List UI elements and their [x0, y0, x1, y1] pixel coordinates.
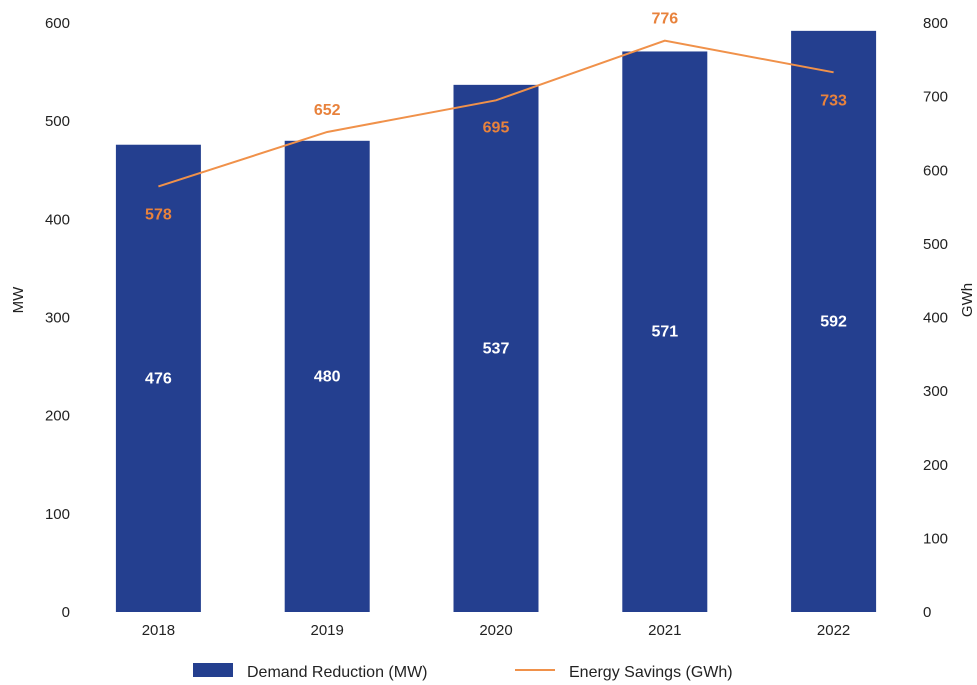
legend: Demand Reduction (MW) Energy Savings (GW… [193, 663, 733, 681]
line-value-label-2021: 776 [651, 11, 678, 28]
y-tick-label: 200 [45, 408, 70, 425]
y-right-tick-label: 200 [923, 457, 948, 474]
y-axis-right-title: GWh [959, 283, 976, 317]
x-tick-label: 2021 [648, 622, 681, 639]
bar-labels-layer: 476 480 537 571 592 [145, 313, 847, 387]
x-tick-label: 2019 [311, 622, 344, 639]
y-right-tick-label: 700 [923, 89, 948, 106]
line-value-label-2018: 578 [145, 206, 172, 223]
x-axis: 2018 2019 2020 2021 2022 [142, 622, 851, 639]
y-tick-label: 0 [62, 604, 70, 621]
bars-layer [115, 30, 877, 613]
y-right-tick-label: 600 [923, 162, 948, 179]
bar-2018 [115, 144, 201, 612]
bar-value-label-2018: 476 [145, 370, 172, 387]
y-right-tick-label: 0 [923, 604, 931, 621]
line-value-label-2020: 695 [483, 119, 510, 136]
bar-value-label-2022: 592 [820, 313, 847, 330]
y-right-tick-label: 500 [923, 236, 948, 253]
y-tick-label: 400 [45, 211, 70, 228]
line-layer [158, 39, 834, 188]
bar-value-label-2021: 571 [651, 324, 678, 341]
line-value-label-2019: 652 [314, 102, 341, 119]
bar-2022 [791, 30, 877, 612]
y-tick-label: 300 [45, 310, 70, 327]
line-value-label-2022: 733 [820, 92, 847, 109]
legend-label-energy-savings: Energy Savings (GWh) [569, 664, 733, 681]
y-axis-right: 0 100 200 300 400 500 600 700 800 [923, 15, 948, 621]
y-axis-title: MW [10, 286, 27, 313]
bar-2019 [284, 140, 370, 613]
bar-2020 [453, 84, 539, 613]
y-right-tick-label: 100 [923, 530, 948, 547]
y-tick-label: 600 [45, 15, 70, 32]
bar-2021 [622, 51, 708, 613]
y-right-tick-label: 300 [923, 383, 948, 400]
y-tick-label: 100 [45, 506, 70, 523]
x-tick-label: 2020 [479, 622, 512, 639]
legend-swatch-demand-reduction [193, 663, 233, 677]
line-labels-layer: 578 652 695 776 733 [145, 11, 847, 224]
x-tick-label: 2018 [142, 622, 175, 639]
x-tick-label: 2022 [817, 622, 850, 639]
legend-label-demand-reduction: Demand Reduction (MW) [247, 664, 428, 681]
bar-value-label-2019: 480 [314, 368, 341, 385]
y-tick-label: 500 [45, 113, 70, 130]
bar-value-label-2020: 537 [483, 340, 510, 357]
y-right-tick-label: 400 [923, 310, 948, 327]
y-axis-left: 0 100 200 300 400 500 600 [45, 15, 70, 621]
y-right-tick-label: 800 [923, 15, 948, 32]
